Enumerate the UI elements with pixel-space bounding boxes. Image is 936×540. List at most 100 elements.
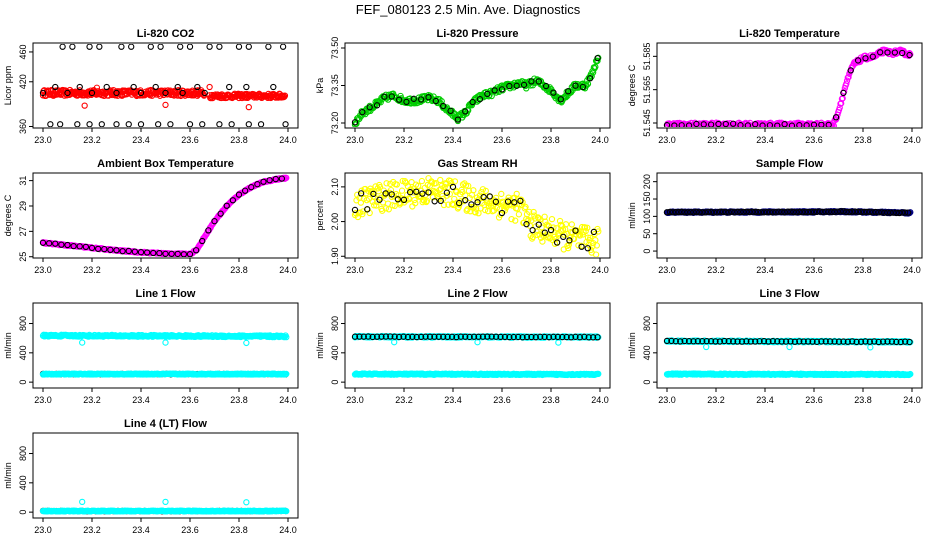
average-point [365, 333, 372, 340]
average-point [532, 334, 539, 341]
average-point [737, 122, 744, 127]
average-point [394, 196, 402, 203]
data-point [575, 242, 582, 249]
x-tick-label: 23.8 [230, 265, 248, 275]
data-point [359, 210, 366, 218]
data-point [393, 181, 401, 188]
data-point [526, 208, 533, 216]
x-tick-label: 23.4 [756, 135, 774, 145]
average-point [74, 121, 81, 127]
average-point [875, 338, 882, 346]
x-tick-label: 23.4 [444, 265, 462, 275]
average-point [373, 333, 381, 340]
plot-frame [656, 172, 923, 259]
data-point [377, 99, 384, 106]
y-axis-label: ml/min [3, 332, 13, 359]
average-point [125, 247, 132, 255]
plot-frame [32, 172, 299, 259]
average-point [174, 250, 181, 257]
data-layer [39, 331, 290, 378]
average-point [492, 198, 500, 205]
data-point [535, 215, 542, 222]
average-point [94, 245, 102, 253]
data-point [905, 52, 912, 59]
y-tick-label: 460 [18, 44, 28, 59]
average-point [168, 250, 175, 257]
average-point [896, 209, 903, 217]
data-point [283, 370, 290, 378]
data-point [421, 184, 428, 192]
outlier-point [162, 101, 169, 109]
average-point [678, 122, 685, 127]
x-tick-label: 23.4 [132, 525, 150, 535]
average-point [884, 209, 891, 216]
average-point [904, 209, 912, 216]
average-point [235, 191, 243, 198]
data-point [582, 227, 589, 235]
average-point [802, 208, 809, 216]
y-tick-label: 1.90 [330, 247, 340, 265]
average-point [96, 44, 103, 50]
y-tick-label: 25 [18, 252, 28, 262]
average-point [684, 209, 691, 216]
average-point [775, 208, 782, 215]
outlier-point [81, 102, 88, 109]
average-point [550, 333, 557, 340]
average-point [422, 333, 429, 340]
average-point [712, 338, 719, 345]
average-point [788, 122, 796, 127]
chart-title: Line 2 Flow [448, 288, 508, 300]
outlier-point [786, 343, 793, 351]
data-point [512, 217, 519, 224]
average-point [529, 227, 536, 234]
x-tick-label: 23.2 [83, 395, 101, 405]
average-point [370, 190, 377, 198]
average-point [787, 338, 794, 345]
average-point [448, 333, 456, 340]
average-point [199, 237, 206, 245]
average-point [523, 333, 531, 341]
average-point [693, 208, 700, 215]
average-point [229, 197, 237, 204]
data-point [587, 234, 594, 242]
y-axis-label: ml/min [627, 332, 637, 359]
average-point [881, 209, 888, 216]
average-point [468, 201, 475, 208]
data-point [383, 180, 390, 187]
data-point [470, 187, 477, 194]
average-point [835, 338, 843, 345]
data-point [592, 63, 599, 71]
average-point [480, 194, 487, 201]
y-tick-label: 800 [330, 316, 340, 331]
average-point [447, 107, 454, 115]
average-point [541, 333, 548, 341]
data-point [556, 217, 564, 225]
average-point [702, 209, 709, 216]
average-point [557, 96, 564, 103]
x-tick-label: 23.6 [493, 135, 511, 145]
data-layer [663, 337, 914, 379]
average-point [863, 208, 871, 216]
average-point [431, 333, 438, 340]
data-point [907, 51, 914, 58]
average-point [419, 190, 426, 197]
average-point [796, 122, 803, 127]
average-point [528, 333, 535, 341]
average-point [282, 121, 289, 127]
average-point [756, 338, 763, 345]
average-point [752, 121, 759, 127]
average-point [825, 121, 832, 127]
average-point [86, 121, 93, 127]
average-point [113, 247, 120, 254]
data-point [398, 187, 406, 194]
average-point [162, 89, 169, 97]
average-point [813, 338, 821, 345]
average-point [506, 333, 513, 341]
average-point [488, 333, 495, 340]
average-point [663, 209, 671, 216]
average-point [893, 209, 900, 216]
data-point [522, 203, 529, 211]
average-point [690, 209, 697, 216]
